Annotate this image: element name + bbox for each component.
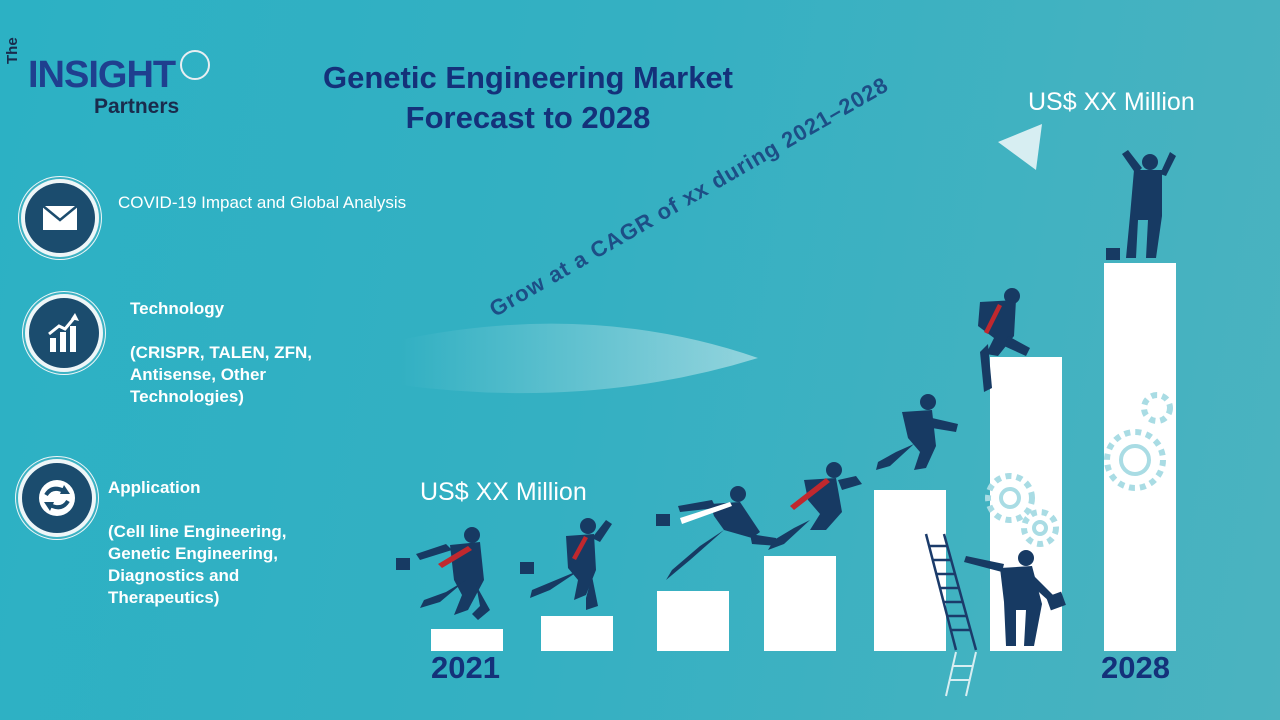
logo-insight: INSIGHT — [28, 54, 176, 96]
ladder-graphic — [924, 533, 978, 697]
category-technology-detail-2: Antisense, Other — [130, 365, 267, 384]
growth-bar — [1104, 263, 1176, 651]
category-application-title: Application — [108, 478, 201, 497]
growth-bar — [764, 556, 836, 651]
envelope-icon — [25, 183, 95, 253]
cycle-arrows-icon — [22, 463, 92, 533]
category-covid-label: COVID-19 Impact and Global Analysis — [118, 193, 407, 212]
end-value-label: US$ XX Million — [1028, 88, 1195, 116]
start-year-label: 2021 — [431, 650, 500, 685]
growth-bar — [431, 629, 503, 651]
category-technology-detail-3: Technologies) — [130, 387, 244, 406]
arrow-head-icon — [998, 124, 1042, 170]
category-application-detail-2: Genetic Engineering, — [108, 544, 279, 563]
category-application-detail-4: Therapeutics) — [108, 588, 220, 607]
logo-the: The — [4, 37, 21, 64]
wind-streak-graphic — [400, 323, 758, 394]
logo-ring-icon — [180, 50, 210, 80]
category-application: Application (Cell line Engineering, Gene… — [108, 477, 287, 609]
growth-chart-icon — [29, 298, 99, 368]
category-technology-title: Technology — [130, 299, 225, 318]
title-line-2: Forecast to 2028 — [405, 100, 651, 135]
start-value-label: US$ XX Million — [420, 478, 587, 506]
page-title: Genetic Engineering Market Forecast to 2… — [300, 58, 756, 138]
category-technology: Technology (CRISPR, TALEN, ZFN, Antisens… — [130, 298, 312, 408]
title-line-1: Genetic Engineering Market — [323, 60, 733, 95]
growth-bar — [874, 490, 946, 651]
growth-bar — [657, 591, 729, 651]
end-year-label: 2028 — [1101, 650, 1170, 685]
growth-bar — [541, 616, 613, 651]
category-application-detail-3: Diagnostics and — [108, 566, 240, 585]
gears-graphic — [985, 392, 1173, 547]
category-technology-detail-1: (CRISPR, TALEN, ZFN, — [130, 343, 312, 362]
logo-partners: Partners — [94, 95, 180, 118]
category-application-detail-1: (Cell line Engineering, — [108, 522, 287, 541]
business-people-illustration — [396, 150, 1176, 646]
